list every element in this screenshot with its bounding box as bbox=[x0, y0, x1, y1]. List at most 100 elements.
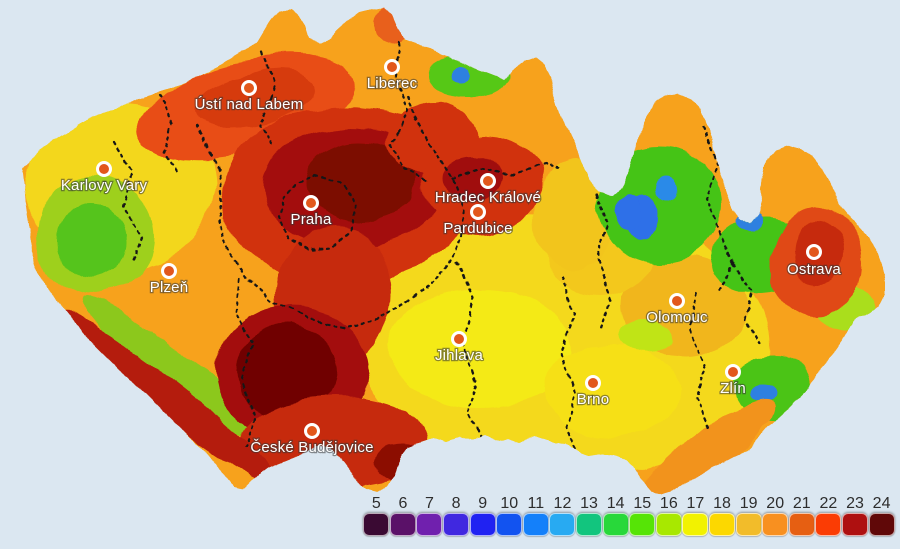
city-label-jihlava: Jihlava bbox=[435, 347, 484, 364]
border-usti-liberec bbox=[258, 52, 276, 150]
city-marker-usti-nad-labem[interactable] bbox=[241, 80, 257, 96]
city-olomouc: Olomouc bbox=[645, 293, 709, 327]
legend-cell-8: 8 bbox=[443, 494, 470, 536]
sumava-green-strip-zone bbox=[83, 297, 267, 443]
legend-value: 20 bbox=[766, 495, 785, 512]
krkonose-blue-zone bbox=[451, 66, 473, 82]
kladsko-gold-zone bbox=[535, 160, 615, 270]
jeseniky-blue-2-zone bbox=[657, 179, 679, 205]
legend-swatch-18 bbox=[709, 513, 736, 536]
city-plzen: Plzeň bbox=[149, 263, 189, 297]
legend-value: 12 bbox=[553, 495, 572, 512]
legend-value: 10 bbox=[500, 495, 519, 512]
city-marker-jihlava[interactable] bbox=[451, 331, 467, 347]
legend-cell-10: 10 bbox=[496, 494, 523, 536]
legend-value: 16 bbox=[659, 495, 678, 512]
border-moravia-zlin bbox=[688, 290, 710, 432]
legend-cell-16: 16 bbox=[655, 494, 683, 536]
legend-cell-21: 21 bbox=[788, 494, 816, 536]
border-central-ring bbox=[194, 94, 464, 329]
legend-swatch-17 bbox=[682, 513, 709, 536]
legend-cell-12: 12 bbox=[549, 494, 576, 536]
border-olomouc-silesia bbox=[702, 126, 738, 296]
legend-swatch-6 bbox=[389, 513, 416, 536]
city-pardubice: Pardubice bbox=[442, 204, 514, 238]
city-marker-praha[interactable] bbox=[303, 195, 319, 211]
legend-value: 21 bbox=[792, 495, 811, 512]
legend-cell-9: 9 bbox=[469, 494, 496, 536]
border-vysocina-moravia bbox=[558, 274, 582, 454]
city-ceske-budejovice: České Budějovice bbox=[249, 423, 375, 457]
beskydy-blue-zone bbox=[736, 212, 760, 232]
city-karlovy-vary: Karlovy Vary bbox=[60, 161, 148, 195]
legend-cell-22: 22 bbox=[815, 494, 842, 536]
legend-cell-14: 14 bbox=[602, 494, 629, 536]
city-hradec-kralove: Hradec Králové bbox=[434, 173, 542, 207]
city-label-hradec-kralove: Hradec Králové bbox=[435, 189, 541, 206]
brno-yellow-zone bbox=[540, 345, 680, 435]
legend-cell-24: 24 bbox=[868, 494, 895, 536]
legend-cell-6: 6 bbox=[389, 494, 417, 536]
border-usti-karlovy bbox=[158, 90, 180, 176]
legend-swatch-11 bbox=[522, 513, 549, 536]
city-label-usti-nad-labem: Ústí nad Labem bbox=[195, 96, 304, 113]
temperature-raster bbox=[20, 8, 885, 493]
legend-cell-7: 7 bbox=[416, 494, 443, 536]
city-marker-pardubice[interactable] bbox=[470, 204, 486, 220]
legend-value: 11 bbox=[527, 495, 545, 512]
legend-value: 7 bbox=[425, 495, 434, 512]
vysocina-yellow-zone bbox=[390, 290, 570, 410]
city-marker-karlovy-vary[interactable] bbox=[96, 161, 112, 177]
west-green-inner-zone bbox=[58, 204, 126, 280]
legend-value: 5 bbox=[371, 495, 381, 512]
legend-swatch-15 bbox=[629, 513, 656, 536]
legend-swatch-12 bbox=[549, 513, 576, 536]
legend-value: 14 bbox=[606, 495, 625, 512]
legend-swatch-21 bbox=[788, 513, 815, 536]
city-marker-zlin[interactable] bbox=[725, 364, 741, 380]
city-zlin: Zlín bbox=[719, 364, 747, 398]
city-liberec: Liberec bbox=[365, 59, 419, 93]
city-label-pardubice: Pardubice bbox=[443, 220, 512, 237]
city-marker-brno[interactable] bbox=[585, 375, 601, 391]
city-marker-hradec-kralove[interactable] bbox=[480, 173, 496, 189]
temperature-regions bbox=[23, 8, 875, 493]
sumava-edge-red-zone bbox=[57, 310, 279, 486]
city-label-praha: Praha bbox=[290, 211, 331, 228]
city-ostrava: Ostrava bbox=[786, 244, 842, 279]
legend-cell-23: 23 bbox=[841, 494, 869, 536]
legend-swatch-10 bbox=[496, 513, 523, 536]
legend-swatch-16 bbox=[655, 513, 682, 536]
border-praha-ring bbox=[277, 174, 356, 252]
border-zlin-silesia bbox=[734, 260, 762, 346]
region-borders bbox=[112, 42, 762, 454]
city-marker-olomouc[interactable] bbox=[669, 293, 685, 309]
city-label-liberec: Liberec bbox=[367, 75, 418, 92]
legend-value: 19 bbox=[739, 495, 758, 512]
city-jihlava: Jihlava bbox=[434, 331, 485, 365]
legend-value: 23 bbox=[846, 495, 864, 512]
city-marker-liberec[interactable] bbox=[384, 59, 400, 75]
orlicke-blue-zone bbox=[615, 195, 641, 229]
legend-swatch-14 bbox=[602, 513, 629, 536]
city-marker-ceske-budejovice[interactable] bbox=[304, 423, 320, 439]
legend-cell-20: 20 bbox=[762, 494, 789, 536]
city-marker-plzen[interactable] bbox=[161, 263, 177, 279]
border-hradec-east bbox=[450, 166, 560, 180]
liberec-red-spike-zone bbox=[377, 8, 413, 45]
south-darkest-zone bbox=[236, 326, 336, 418]
budejovice-dark-zone bbox=[373, 442, 437, 482]
border-karlovy-plzen bbox=[112, 140, 142, 264]
legend-swatch-9 bbox=[469, 513, 496, 536]
southeast-edge-zone bbox=[636, 399, 774, 493]
legend-cell-19: 19 bbox=[735, 494, 762, 536]
temperature-legend: 5 6 7 8 9 10 11 12 13 14 15 16 17 18 19 20 21 22 23 24 bbox=[363, 494, 895, 536]
legend-value: 22 bbox=[819, 495, 838, 512]
legend-swatch-13 bbox=[576, 513, 603, 536]
city-praha: Praha bbox=[289, 195, 333, 229]
legend-swatch-22 bbox=[815, 513, 842, 536]
city-marker-ostrava[interactable] bbox=[806, 244, 822, 260]
legend-swatch-7 bbox=[416, 513, 443, 536]
